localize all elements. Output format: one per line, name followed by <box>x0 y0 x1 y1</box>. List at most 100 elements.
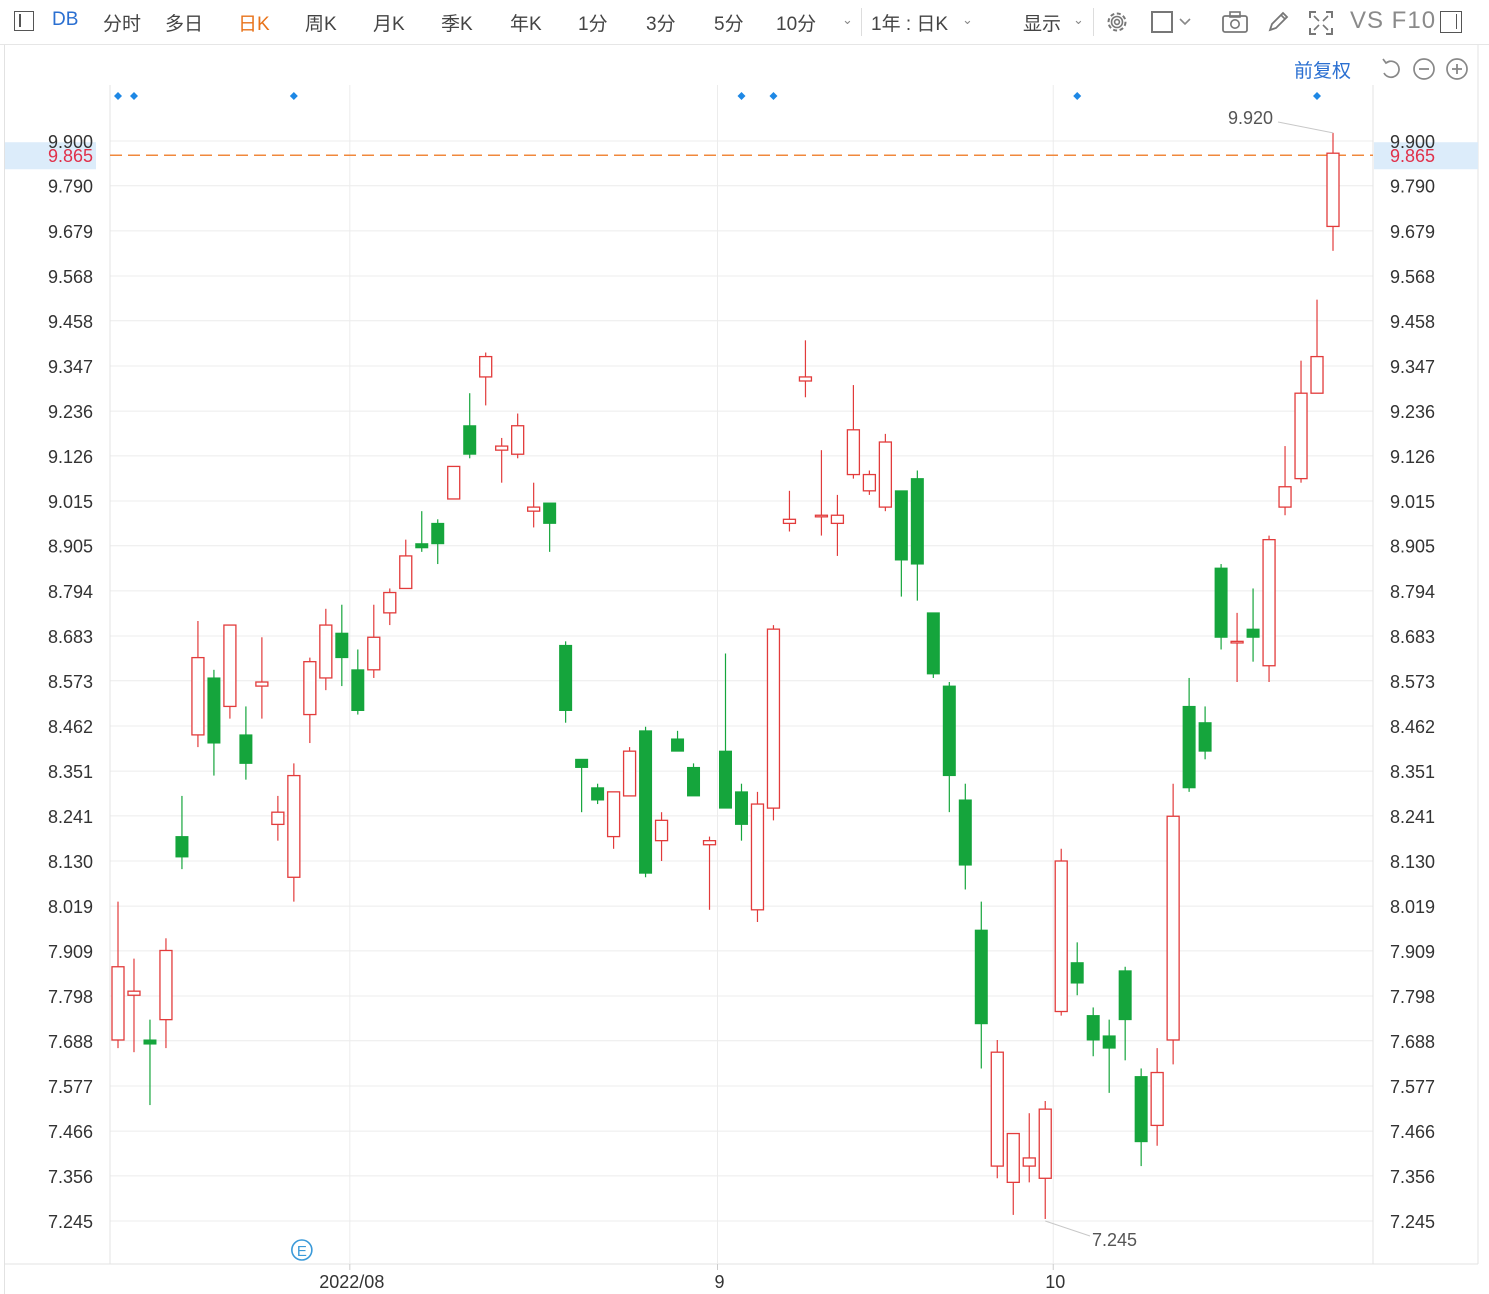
tab-daily-k[interactable]: 日K <box>238 14 270 35</box>
candle-body-down <box>942 685 956 777</box>
event-diamond-marker <box>769 92 778 100</box>
current-price-band-right <box>1374 142 1478 170</box>
candle <box>127 958 141 1053</box>
candle <box>942 682 956 813</box>
candle-body-down <box>431 522 445 545</box>
candle-body-up <box>878 441 893 508</box>
candle-body-down <box>335 632 349 659</box>
candle <box>1150 1048 1164 1146</box>
candle-body-down <box>671 738 685 752</box>
tab-multi-day[interactable]: 多日 <box>165 14 204 35</box>
candle <box>287 763 301 902</box>
y-tick-label-left: 7.798 <box>48 987 93 1007</box>
y-tick-label-right: 7.688 <box>1390 1032 1435 1052</box>
candle <box>654 812 669 861</box>
candle <box>319 608 333 691</box>
event-diamond-marker <box>129 92 138 100</box>
candle-layer <box>111 132 1340 1219</box>
toolbar-divider <box>1093 8 1094 36</box>
candle-body-up <box>1230 640 1244 644</box>
y-tick-label-left: 9.679 <box>48 222 93 242</box>
tab-monthly-k[interactable]: 月K <box>373 14 405 35</box>
y-tick-label-right: 7.909 <box>1390 942 1435 962</box>
candle <box>766 625 781 821</box>
earnings-e-marker <box>291 1239 313 1261</box>
candle <box>191 621 205 748</box>
candle <box>990 1039 1004 1179</box>
candle-body-down <box>1070 962 1084 984</box>
candle-body-up <box>399 555 413 590</box>
panel-toggle-left-icon[interactable] <box>14 11 34 31</box>
zoom-in-icon[interactable] <box>1444 56 1470 82</box>
candle-body-up <box>271 811 285 826</box>
candle-body-up <box>766 628 781 809</box>
candle-body-up <box>287 774 301 878</box>
candle <box>271 795 285 841</box>
tab-10min[interactable]: 10分 <box>776 14 817 35</box>
candle <box>734 783 748 841</box>
chart-style-icon[interactable] <box>1150 9 1194 35</box>
candle-body-up <box>383 591 397 614</box>
y-tick-label-right: 9.679 <box>1390 222 1435 242</box>
candle-body-up <box>654 819 669 842</box>
camera-icon[interactable] <box>1221 9 1249 35</box>
fullscreen-icon[interactable] <box>1307 9 1335 37</box>
y-tick-label-left: 8.019 <box>48 897 93 917</box>
tab-yearly-k[interactable]: 年K <box>510 14 542 35</box>
candle <box>622 747 637 797</box>
panel-toggle-right-icon[interactable] <box>1440 11 1462 33</box>
candle <box>207 669 221 776</box>
candle-body-up <box>303 661 317 716</box>
high-price-label: 9.920 <box>1228 108 1273 128</box>
tab-5min[interactable]: 5分 <box>714 14 744 35</box>
candle <box>479 352 493 406</box>
candle <box>846 385 861 479</box>
axis-layer: 9.900 9.900 9.790 9.790 9.679 9.679 9.568 9.568… <box>48 132 1435 1292</box>
period-chevron-down-icon[interactable]: ⌄ <box>842 12 853 27</box>
candle <box>591 783 605 805</box>
candle-body-up <box>606 791 621 838</box>
candle <box>671 730 685 752</box>
y-tick-label-right: 8.130 <box>1390 852 1435 872</box>
candle <box>606 791 621 849</box>
y-tick-label-right: 7.245 <box>1390 1212 1435 1232</box>
tab-quarterly-k[interactable]: 季K <box>441 14 473 35</box>
candle-body-up <box>622 750 637 797</box>
candle <box>383 588 397 626</box>
range-select[interactable]: 1年 : 日K <box>871 14 949 35</box>
vs-f10-button[interactable]: VS F10 <box>1350 7 1437 34</box>
tab-intraday[interactable]: 分时 <box>103 14 142 35</box>
display-chevron-down-icon[interactable]: ⌄ <box>1073 12 1084 27</box>
candle <box>1006 1132 1020 1215</box>
draw-pencil-icon[interactable] <box>1265 9 1291 35</box>
candle-body-up <box>1054 860 1068 1013</box>
candle <box>415 511 429 552</box>
undo-icon[interactable] <box>1378 56 1404 82</box>
event-diamond-marker <box>1073 92 1082 100</box>
candle-body-down <box>1182 705 1196 789</box>
tab-1min[interactable]: 1分 <box>578 14 608 35</box>
candlestick-chart[interactable]: 9.865 9.865 9.900 9.900 9.790 9.790 9.679 9.67… <box>0 45 1489 1294</box>
candle <box>351 649 365 715</box>
candle-body-down <box>591 787 605 801</box>
candle-body-up <box>495 445 509 451</box>
candle <box>1038 1101 1052 1219</box>
gear-icon[interactable] <box>1104 9 1130 35</box>
candle-body-down <box>1134 1076 1148 1143</box>
candle <box>1294 360 1308 483</box>
candle <box>1262 535 1276 683</box>
y-tick-label-left: 7.577 <box>48 1077 93 1097</box>
y-tick-label-right: 8.683 <box>1390 627 1435 647</box>
price-adjust-label[interactable]: 前复权 <box>1294 61 1352 82</box>
candle-body-down <box>575 758 589 768</box>
candle <box>303 657 317 744</box>
tab-weekly-k[interactable]: 周K <box>305 14 337 35</box>
display-menu[interactable]: 显示 <box>1023 14 1062 35</box>
candle-body-up <box>1326 152 1340 228</box>
zoom-out-icon[interactable] <box>1411 56 1437 82</box>
stock-code[interactable]: DB <box>52 9 79 30</box>
candle-body-up <box>702 840 717 846</box>
tab-3min[interactable]: 3分 <box>646 14 676 35</box>
candle-body-up <box>127 990 141 996</box>
range-chevron-down-icon[interactable]: ⌄ <box>962 12 973 27</box>
